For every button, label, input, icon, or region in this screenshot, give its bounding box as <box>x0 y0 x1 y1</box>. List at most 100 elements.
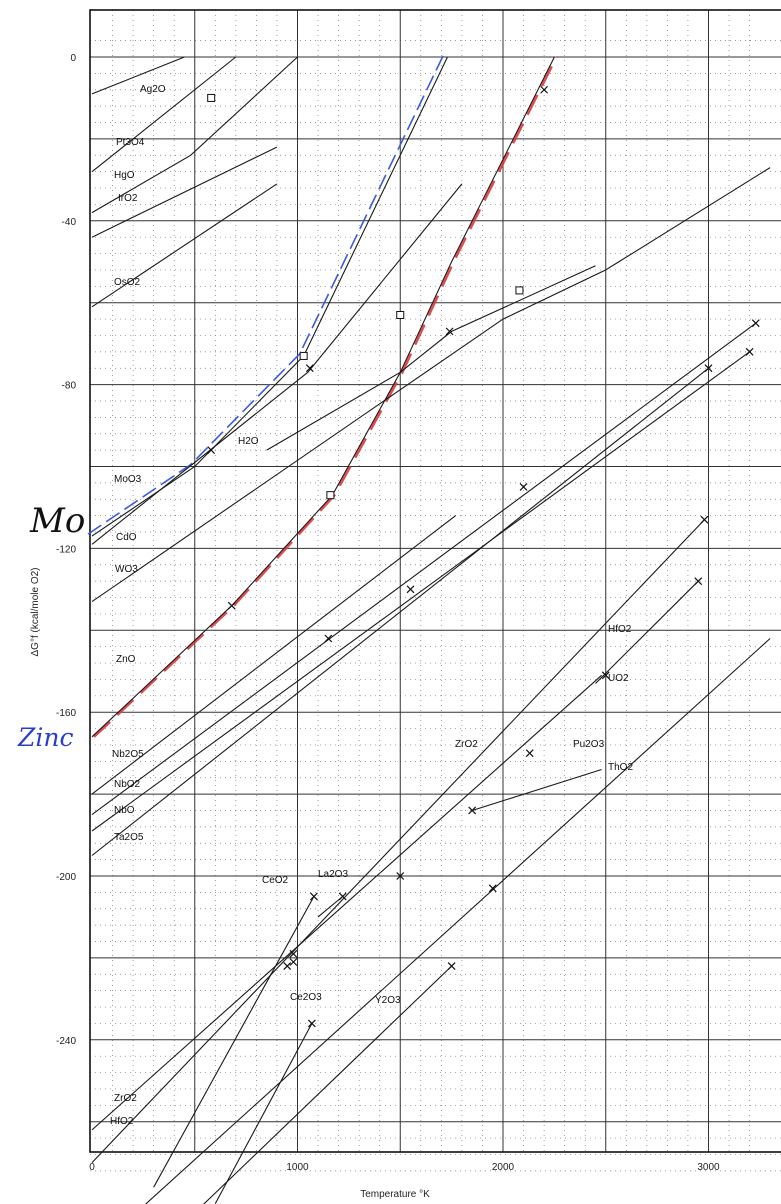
transition-marker-la2o3 <box>338 892 347 901</box>
label-hfo2-lower: HfO2 <box>110 1116 134 1127</box>
transition-marker-nbo2 <box>751 319 760 328</box>
y-tick-label: 0 <box>70 53 76 64</box>
transition-marker-zno <box>540 85 549 94</box>
line-hfo2 <box>91 519 705 1163</box>
y-tick-label: -240 <box>56 1036 76 1047</box>
label-nbo: NbO <box>114 805 135 816</box>
line-nb2o5 <box>91 515 457 795</box>
line-ag2o <box>91 56 185 95</box>
transition-marker-pt3o4 <box>207 93 216 102</box>
transition-marker-wo3 <box>515 286 524 295</box>
transition-marker-zro2 <box>525 749 534 758</box>
line-h2o <box>266 265 596 451</box>
y-axis-label: ΔG°f (kcal/mole O2) <box>30 567 41 656</box>
annotation-mo: Mo <box>29 501 85 541</box>
y-tick-label: -40 <box>62 217 77 228</box>
label-zno: ZnO <box>116 654 136 665</box>
transition-marker-nbo <box>745 347 754 356</box>
label-ce2o3: Ce2O3 <box>290 992 322 1003</box>
y-tick-label: -120 <box>56 544 76 555</box>
transition-marker-zro2 <box>289 949 298 958</box>
line-nbo <box>91 351 750 832</box>
line-cdo <box>91 183 463 545</box>
transition-marker-pu2o3 <box>468 806 477 815</box>
transition-marker-hfo2 <box>601 671 610 680</box>
label-ceo2: CeO2 <box>262 875 289 886</box>
label-iro2: IrO2 <box>118 193 138 204</box>
line-uo2 <box>595 580 699 684</box>
major-grid <box>90 10 781 1152</box>
transition-marker-zno <box>227 601 236 610</box>
label-pt3o4: Pt3O4 <box>116 137 145 148</box>
annotation-zinc: Zinc <box>17 723 73 752</box>
label-cdo: CdO <box>116 532 137 543</box>
label-ag2o: Ag2O <box>140 84 166 95</box>
line-pu2o3 <box>472 768 602 812</box>
line-pt3o4 <box>91 56 237 173</box>
transition-marker-nbo <box>406 585 415 594</box>
transition-marker-h2o <box>445 327 454 336</box>
label-la2o3: La2O3 <box>318 869 348 880</box>
transition-marker-ceo2 <box>283 962 292 971</box>
label-nbo2: NbO2 <box>114 779 141 790</box>
y-tick-label: -80 <box>62 381 77 392</box>
mo-highlight-line <box>87 54 445 535</box>
y-tick-label: -160 <box>56 708 76 719</box>
oxide-lines <box>91 56 771 1204</box>
label-y2o3: Y2O3 <box>375 995 401 1006</box>
label-oso2: OsO2 <box>114 277 141 288</box>
zinc-highlight-line <box>93 56 558 738</box>
line-ce2o3 <box>214 1023 313 1204</box>
transition-marker-y2o3 <box>447 962 456 971</box>
label-zro2-lower: ZrO2 <box>114 1093 137 1104</box>
transition-marker-moo3 <box>207 446 216 455</box>
line-ta2o5 <box>91 367 709 856</box>
label-h2o: H2O <box>238 436 259 447</box>
label-uo2: UO2 <box>608 673 629 684</box>
transition-marker-ceo2 <box>310 892 318 901</box>
label-ta2o5: Ta2O5 <box>114 832 144 843</box>
line-hgo <box>91 56 298 214</box>
transition-markers <box>207 85 760 1028</box>
transition-marker-hfo2 <box>700 515 709 524</box>
line-tho2 <box>144 638 771 1204</box>
line-wo3 <box>91 167 771 603</box>
y-tick-label: -200 <box>56 872 76 883</box>
x-tick-label: 1000 <box>286 1162 309 1173</box>
line-oso2 <box>91 183 278 308</box>
x-tick-label: 0 <box>89 1162 95 1173</box>
x-tick-label: 2000 <box>492 1162 515 1173</box>
transition-marker-ce2o3 <box>307 1019 316 1028</box>
axis-ticks: 0 1000 2000 3000 0 -40 -80 -120 -160 -200 -240 <box>56 53 720 1173</box>
transition-marker-tho2 <box>488 884 497 893</box>
label-wo3: WO3 <box>115 564 138 575</box>
transition-marker-wo3 <box>396 310 405 319</box>
line-ceo2 <box>153 896 315 1188</box>
line-zro2 <box>91 674 602 1131</box>
plot-frame <box>89 9 781 1153</box>
x-axis-label: Temperature °K <box>360 1189 430 1200</box>
transition-marker-uo2 <box>694 577 703 586</box>
oxide-labels: Ag2O Pt3O4 HgO IrO2 OsO2 MoO3 CdO WO3 H2O ZnO Nb2O… <box>110 84 633 1127</box>
x-tick-label: 3000 <box>697 1162 720 1173</box>
line-moo3 <box>91 56 448 537</box>
line-zno <box>91 56 555 738</box>
line-nbo2 <box>91 322 757 816</box>
transition-marker-hfo2 <box>396 872 405 880</box>
transition-marker-ta2o5 <box>704 364 713 373</box>
line-y2o3 <box>203 965 452 1204</box>
transition-marker-ta2o5 <box>324 634 333 643</box>
label-moo3: MoO3 <box>114 474 142 485</box>
transition-marker-moo3 <box>299 351 308 360</box>
line-iro2 <box>91 146 278 238</box>
label-tho2: ThO2 <box>608 762 633 773</box>
hand-highlights <box>87 54 558 738</box>
label-hfo2: HfO2 <box>608 624 632 635</box>
label-nb2o5: Nb2O5 <box>112 749 144 760</box>
transition-marker-tho2 <box>289 958 298 966</box>
transition-marker-cdo <box>305 364 314 373</box>
dotted-fine-grid <box>90 10 781 1172</box>
line-la2o3 <box>317 896 344 918</box>
transition-marker-nbo2 <box>519 483 528 491</box>
